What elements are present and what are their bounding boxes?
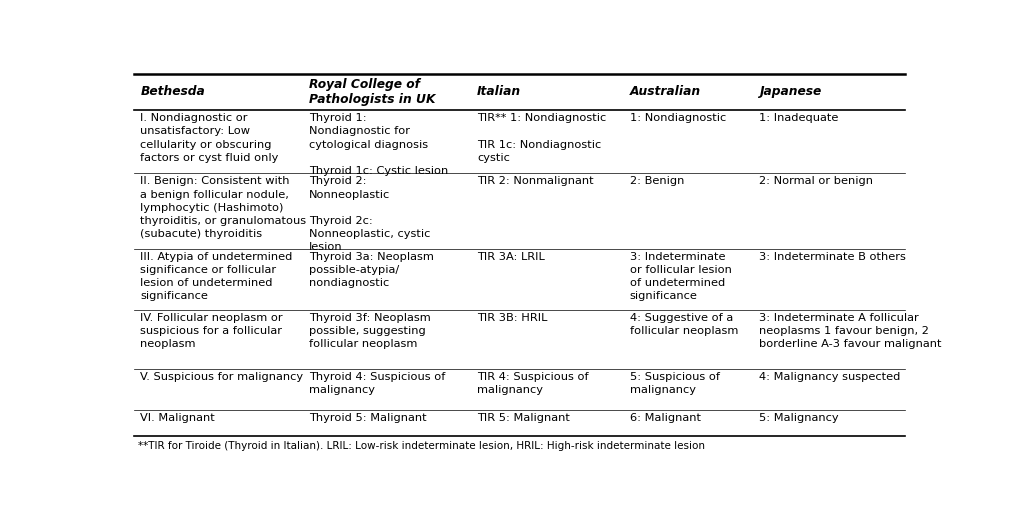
Text: 5: Malignancy: 5: Malignancy [759,413,838,423]
Text: III. Atypia of undetermined
significance or follicular
lesion of undetermined
si: III. Atypia of undetermined significance… [140,252,293,302]
Bar [752,310,960,369]
Bar [134,74,302,111]
Text: Bethesda: Bethesda [140,86,205,98]
Text: IV. Follicular neoplasm or
suspicious for a follicular
neoplasm: IV. Follicular neoplasm or suspicious fo… [140,313,283,349]
Bar [471,111,623,174]
Bar [302,409,471,436]
Text: 2: Normal or benign: 2: Normal or benign [759,176,873,186]
Text: Japanese: Japanese [759,86,821,98]
Bar [134,369,302,410]
Bar [623,409,752,436]
Bar [134,111,302,174]
Text: TIR 3A: LRIL: TIR 3A: LRIL [477,252,544,262]
Bar [623,111,752,174]
Text: II. Benign: Consistent with
a benign follicular nodule,
lymphocytic (Hashimoto)
: II. Benign: Consistent with a benign fol… [140,176,306,239]
Text: 4: Malignancy suspected: 4: Malignancy suspected [759,372,900,382]
Bar [302,174,471,249]
Bar [302,249,471,310]
Bar [623,310,752,369]
Text: 6: Malignant: 6: Malignant [629,413,701,423]
Bar [752,369,960,410]
Bar [471,409,623,436]
Text: 5: Suspicious of
malignancy: 5: Suspicious of malignancy [629,372,719,395]
Bar [752,409,960,436]
Text: Thyroid 3a: Neoplasm
possible-atypia/
nondiagnostic: Thyroid 3a: Neoplasm possible-atypia/ no… [309,252,433,288]
Text: TIR 3B: HRIL: TIR 3B: HRIL [477,313,547,323]
Bar [302,369,471,410]
Text: 2: Benign: 2: Benign [629,176,684,186]
Bar [752,249,960,310]
Text: 3: Indeterminate A follicular
neoplasms 1 favour benign, 2
borderline A-3 favour: 3: Indeterminate A follicular neoplasms … [759,313,941,349]
Bar [302,74,471,111]
Text: 1: Nondiagnostic: 1: Nondiagnostic [629,113,726,123]
Text: TIR 4: Suspicious of
malignancy: TIR 4: Suspicious of malignancy [477,372,589,395]
Text: I. Nondiagnostic or
unsatisfactory: Low
cellularity or obscuring
factors or cyst: I. Nondiagnostic or unsatisfactory: Low … [140,113,279,163]
Bar [752,74,960,111]
Bar [302,111,471,174]
Bar [623,174,752,249]
Bar [134,249,302,310]
Bar [471,310,623,369]
Bar [134,409,302,436]
Text: Italian: Italian [477,86,521,98]
Text: Thyroid 1:
Nondiagnostic for
cytological diagnosis

Thyroid 1c: Cystic lesion: Thyroid 1: Nondiagnostic for cytological… [309,113,447,176]
Bar [623,249,752,310]
Text: 3: Indeterminate B others: 3: Indeterminate B others [759,252,906,262]
Bar [752,111,960,174]
Text: TIR** 1: Nondiagnostic

TIR 1c: Nondiagnostic
cystic: TIR** 1: Nondiagnostic TIR 1c: Nondiagno… [477,113,606,163]
Text: 3: Indeterminate
or follicular lesion
of undetermined
significance: 3: Indeterminate or follicular lesion of… [629,252,731,302]
Bar [471,249,623,310]
Text: Thyroid 5: Malignant: Thyroid 5: Malignant [309,413,426,423]
Text: V. Suspicious for malignancy: V. Suspicious for malignancy [140,372,303,382]
Text: TIR 2: Nonmalignant: TIR 2: Nonmalignant [477,176,594,186]
Text: 4: Suggestive of a
follicular neoplasm: 4: Suggestive of a follicular neoplasm [629,313,738,336]
Text: Thyroid 2:
Nonneoplastic

Thyroid 2c:
Nonneoplastic, cystic
lesion: Thyroid 2: Nonneoplastic Thyroid 2c: Non… [309,176,430,252]
Bar [471,74,623,111]
Text: Royal College of
Pathologists in UK: Royal College of Pathologists in UK [309,78,435,106]
Bar [623,74,752,111]
Bar [134,310,302,369]
Bar [471,369,623,410]
Bar [752,174,960,249]
Bar [134,174,302,249]
Text: TIR 5: Malignant: TIR 5: Malignant [477,413,570,423]
Bar [471,174,623,249]
Text: Thyroid 3f: Neoplasm
possible, suggesting
follicular neoplasm: Thyroid 3f: Neoplasm possible, suggestin… [309,313,430,349]
Bar [623,369,752,410]
Bar [302,310,471,369]
Text: VI. Malignant: VI. Malignant [140,413,215,423]
Text: Thyroid 4: Suspicious of
malignancy: Thyroid 4: Suspicious of malignancy [309,372,445,395]
Text: 1: Inadequate: 1: Inadequate [759,113,838,123]
Text: Australian: Australian [629,86,701,98]
Text: **TIR for Tiroide (Thyroid in Italian). LRIL: Low-risk indeterminate lesion, HRI: **TIR for Tiroide (Thyroid in Italian). … [138,441,705,451]
